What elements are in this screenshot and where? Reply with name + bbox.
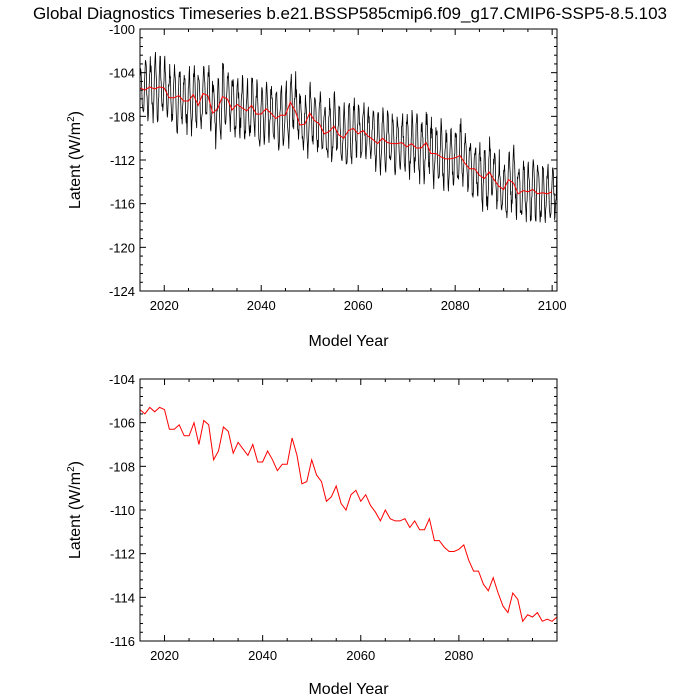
top-y-axis-label-main: Latent (W/m bbox=[67, 122, 84, 209]
y-tick-label: -112 bbox=[110, 547, 135, 562]
monthly-series-line bbox=[139, 51, 557, 223]
top-x-axis-label: Model Year bbox=[308, 333, 389, 350]
top-y-axis-label-end: ) bbox=[67, 111, 84, 116]
bottom-x-axis-label: Model Year bbox=[308, 681, 389, 698]
bottom-plot-frame bbox=[139, 378, 558, 642]
y-tick-label: -116 bbox=[110, 197, 135, 212]
y-tick-label: -124 bbox=[109, 284, 135, 299]
x-tick-label: 2060 bbox=[344, 298, 373, 313]
x-tick-label: 2100 bbox=[538, 298, 567, 313]
y-tick-label: -112 bbox=[110, 153, 135, 168]
bottom-y-axis-label: Latent (W/m2) bbox=[66, 461, 84, 559]
bottom-y-axis-label-main: Latent (W/m bbox=[67, 472, 84, 559]
top-annual-series-group bbox=[139, 86, 553, 195]
top-y-axis-label-superscript: 2 bbox=[66, 116, 77, 122]
y-tick-label: -104 bbox=[109, 66, 135, 81]
top-panel: 2020 2040 2060 2080 2100 -124 -120 -116 -112 -108… bbox=[66, 22, 567, 350]
chart-title: Global Diagnostics Timeseries b.e21.BSSP… bbox=[33, 4, 667, 23]
x-tick-label: 2020 bbox=[150, 648, 179, 663]
x-tick-label: 2020 bbox=[150, 298, 179, 313]
annual-mean-series-line bbox=[139, 406, 558, 623]
top-y-axis-label: Latent (W/m2) bbox=[66, 111, 84, 209]
y-tick-label: -120 bbox=[109, 240, 135, 255]
annual-mean-series-line bbox=[139, 86, 553, 195]
bottom-y-axis-label-superscript: 2 bbox=[66, 466, 77, 472]
top-ticks: 2020 2040 2060 2080 2100 -124 -120 -116 -112 -108… bbox=[109, 22, 567, 313]
bottom-panel: 2020 2040 2060 2080 -116 -114 -112 -110 -108 -106… bbox=[66, 372, 558, 698]
x-tick-label: 2080 bbox=[444, 648, 473, 663]
y-tick-label: -116 bbox=[110, 634, 135, 649]
y-tick-label: -114 bbox=[110, 590, 135, 605]
y-tick-label: -108 bbox=[109, 459, 135, 474]
x-tick-label: 2080 bbox=[441, 298, 470, 313]
bottom-ticks: 2020 2040 2060 2080 -116 -114 -112 -110 -108 -106… bbox=[109, 372, 558, 663]
top-monthly-series-group bbox=[139, 51, 557, 223]
y-tick-label: -104 bbox=[109, 372, 135, 387]
x-tick-label: 2060 bbox=[346, 648, 375, 663]
x-tick-label: 2040 bbox=[248, 648, 277, 663]
y-tick-label: -108 bbox=[109, 109, 135, 124]
y-tick-label: -110 bbox=[110, 503, 135, 518]
x-tick-label: 2040 bbox=[247, 298, 276, 313]
y-tick-label: -106 bbox=[109, 416, 135, 431]
bottom-annual-series-group bbox=[139, 406, 558, 623]
y-tick-label: -100 bbox=[109, 22, 135, 37]
bottom-y-axis-label-end: ) bbox=[67, 461, 84, 466]
